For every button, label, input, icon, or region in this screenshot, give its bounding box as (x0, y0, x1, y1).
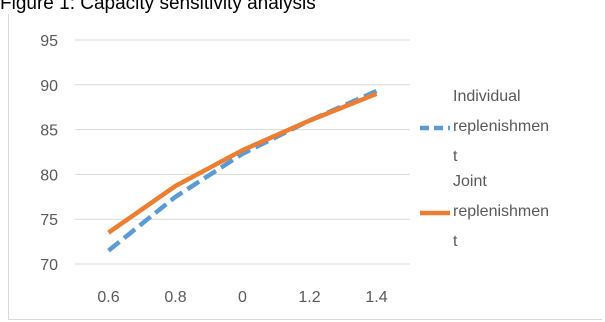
series-line-1 (107, 89, 378, 253)
legend-label-2: Joint (453, 173, 487, 190)
y-tick-label: 80 (40, 167, 58, 184)
series-line-2 (107, 91, 378, 235)
chart-frame (8, 14, 602, 320)
x-tick-label: 1.4 (365, 289, 387, 306)
x-tick-label: 0 (238, 289, 247, 306)
legend-label-1: Individual (453, 88, 521, 105)
y-tick-label: 70 (40, 257, 58, 274)
x-tick-label: 0.6 (97, 289, 119, 306)
x-tick-label: 1.2 (298, 289, 320, 306)
legend-label-2: t (453, 233, 458, 250)
legend-label-1: replenishmen (453, 118, 549, 135)
y-tick-label: 75 (40, 212, 58, 229)
x-tick-label: 0.8 (164, 289, 186, 306)
legend-label-1: t (453, 148, 458, 165)
legend-label-2: replenishmen (453, 203, 549, 220)
y-tick-label: 85 (40, 123, 58, 140)
y-tick-label: 90 (40, 78, 58, 95)
y-tick-label: 95 (40, 33, 58, 50)
figure-caption: Figure 1: Capacity sensitivity analysis (0, 0, 316, 14)
